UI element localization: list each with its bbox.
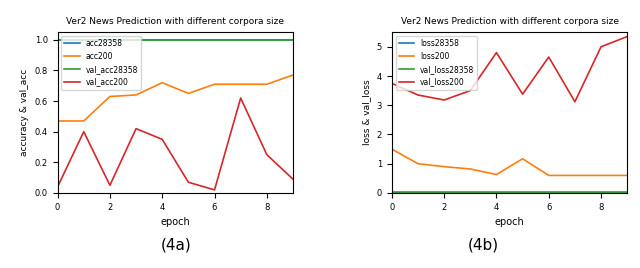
val_acc200 — [158, 138, 166, 141]
val_loss200 — [519, 92, 527, 96]
acc28358 — [237, 38, 244, 42]
val_acc200 — [106, 184, 114, 187]
Legend: acc28358, acc200, val_acc28358, val_acc200: acc28358, acc200, val_acc28358, val_acc2… — [61, 36, 141, 90]
acc200 — [80, 119, 88, 122]
Title: Ver2 News Prediction with different corpora size: Ver2 News Prediction with different corp… — [401, 17, 618, 26]
val_acc28358 — [184, 38, 192, 42]
val_loss200 — [545, 55, 552, 59]
loss200 — [467, 168, 474, 171]
val_acc28358 — [54, 38, 61, 42]
val_loss28358 — [597, 191, 605, 194]
Y-axis label: loss & val_loss: loss & val_loss — [362, 80, 371, 145]
val_acc200 — [184, 181, 192, 184]
val_acc28358 — [237, 38, 244, 42]
acc28358 — [132, 38, 140, 42]
loss200 — [571, 174, 579, 177]
acc28358 — [211, 38, 218, 42]
val_loss200 — [597, 45, 605, 49]
val_loss200 — [440, 98, 448, 102]
loss28358 — [545, 191, 552, 194]
val_loss28358 — [388, 191, 396, 194]
acc200 — [54, 119, 61, 122]
val_acc28358 — [132, 38, 140, 42]
val_acc200 — [54, 185, 61, 188]
X-axis label: epoch: epoch — [495, 217, 524, 227]
Legend: loss28358, loss200, val_loss28358, val_loss200: loss28358, loss200, val_loss28358, val_l… — [396, 36, 477, 90]
val_acc200 — [132, 127, 140, 130]
val_acc200 — [237, 96, 244, 100]
val_loss28358 — [623, 191, 631, 194]
val_loss28358 — [493, 191, 500, 194]
acc200 — [237, 83, 244, 86]
acc200 — [184, 92, 192, 95]
loss200 — [623, 174, 631, 177]
Text: (4b): (4b) — [468, 237, 499, 252]
val_loss200 — [467, 89, 474, 92]
loss200 — [440, 165, 448, 168]
loss200 — [388, 147, 396, 151]
loss28358 — [388, 191, 396, 194]
val_acc28358 — [106, 38, 114, 42]
loss200 — [545, 174, 552, 177]
loss28358 — [493, 191, 500, 194]
val_loss28358 — [440, 191, 448, 194]
loss28358 — [440, 191, 448, 194]
acc200 — [106, 95, 114, 98]
val_acc28358 — [80, 38, 88, 42]
val_acc28358 — [211, 38, 218, 42]
val_loss28358 — [545, 191, 552, 194]
loss200 — [519, 157, 527, 160]
Line: val_loss200: val_loss200 — [392, 36, 627, 102]
acc28358 — [80, 38, 88, 42]
val_loss28358 — [414, 191, 422, 194]
val_acc28358 — [263, 38, 271, 42]
val_loss200 — [623, 35, 631, 38]
acc28358 — [263, 38, 271, 42]
acc28358 — [54, 38, 61, 42]
loss200 — [414, 162, 422, 165]
acc200 — [211, 83, 218, 86]
val_acc200 — [263, 153, 271, 156]
Line: loss200: loss200 — [392, 149, 627, 176]
X-axis label: epoch: epoch — [161, 217, 190, 227]
loss28358 — [467, 191, 474, 194]
acc200 — [289, 73, 297, 77]
acc28358 — [184, 38, 192, 42]
loss28358 — [623, 191, 631, 194]
val_loss200 — [414, 94, 422, 97]
val_acc200 — [80, 130, 88, 133]
loss28358 — [519, 191, 527, 194]
Text: (4a): (4a) — [161, 237, 191, 252]
acc28358 — [289, 38, 297, 42]
loss28358 — [597, 191, 605, 194]
loss28358 — [571, 191, 579, 194]
Title: Ver2 News Prediction with different corpora size: Ver2 News Prediction with different corp… — [67, 17, 284, 26]
loss200 — [493, 173, 500, 176]
val_loss28358 — [467, 191, 474, 194]
val_acc28358 — [158, 38, 166, 42]
val_loss200 — [388, 82, 396, 85]
val_acc200 — [289, 178, 297, 181]
acc200 — [158, 81, 166, 84]
loss200 — [597, 174, 605, 177]
val_loss200 — [571, 100, 579, 103]
loss28358 — [414, 191, 422, 194]
acc28358 — [106, 38, 114, 42]
val_acc28358 — [289, 38, 297, 42]
acc200 — [132, 93, 140, 96]
val_acc200 — [211, 188, 218, 192]
val_loss200 — [493, 51, 500, 54]
acc200 — [263, 83, 271, 86]
Line: acc200: acc200 — [58, 75, 293, 121]
Line: val_acc200: val_acc200 — [58, 98, 293, 190]
acc28358 — [158, 38, 166, 42]
Y-axis label: accuracy & val_acc: accuracy & val_acc — [20, 69, 29, 156]
val_loss28358 — [519, 191, 527, 194]
val_loss28358 — [571, 191, 579, 194]
